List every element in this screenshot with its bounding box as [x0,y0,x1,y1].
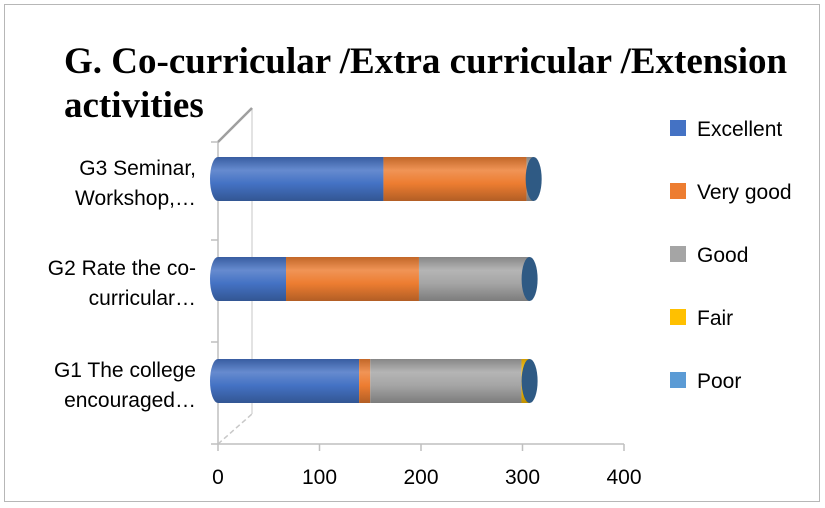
category-label-1-1: curricular… [89,287,196,310]
axis-depth-top [217,107,253,143]
legend-swatch-3 [670,309,686,325]
bar-end-cap-2 [521,359,538,403]
bar-excellent-1 [210,257,287,301]
x-tick-label-4: 400 [606,466,641,489]
legend-swatch-2 [670,246,686,262]
legend-item-poor: Poor [670,370,741,393]
legend-label-2: Good [697,244,748,267]
x-tick-label-0: 0 [212,466,224,489]
category-label-2-0: G1 The college [54,359,196,382]
legend-item-very-good: Very good [670,181,792,204]
legend-label-3: Fair [697,307,733,330]
axis-depth-bottom [217,413,253,445]
bar-very-good-1 [286,257,419,301]
category-label-1-0: G2 Rate the co- [48,257,196,280]
legend-swatch-4 [670,372,686,388]
legend-item-fair: Fair [670,307,733,330]
bar-good-1 [418,257,530,301]
bar-end-cap-0 [525,157,542,201]
legend-swatch-1 [670,183,686,199]
legend-item-good: Good [670,244,748,267]
bar-very-good-0 [383,157,527,201]
category-label-0-1: Workshop,… [75,187,196,210]
bar-very-good-2 [359,359,371,403]
legend-label-0: Excellent [697,118,782,141]
legend-swatch-0 [670,120,686,136]
legend-label-1: Very good [697,181,792,204]
legend-item-excellent: Excellent [670,118,782,141]
category-label-2-1: encouraged… [64,389,196,412]
x-tick-label-1: 100 [302,466,337,489]
legend-label-4: Poor [697,370,741,393]
x-tick-label-2: 200 [403,466,438,489]
bar-excellent-2 [210,359,360,403]
chart-title: G. Co-curricular /Extra curricular /Exte… [64,41,788,126]
x-tick-label-3: 300 [505,466,540,489]
bar-good-2 [370,359,522,403]
bar-end-cap-1 [521,257,538,301]
category-label-0-0: G3 Seminar, [79,157,196,180]
bar-excellent-0 [210,157,384,201]
